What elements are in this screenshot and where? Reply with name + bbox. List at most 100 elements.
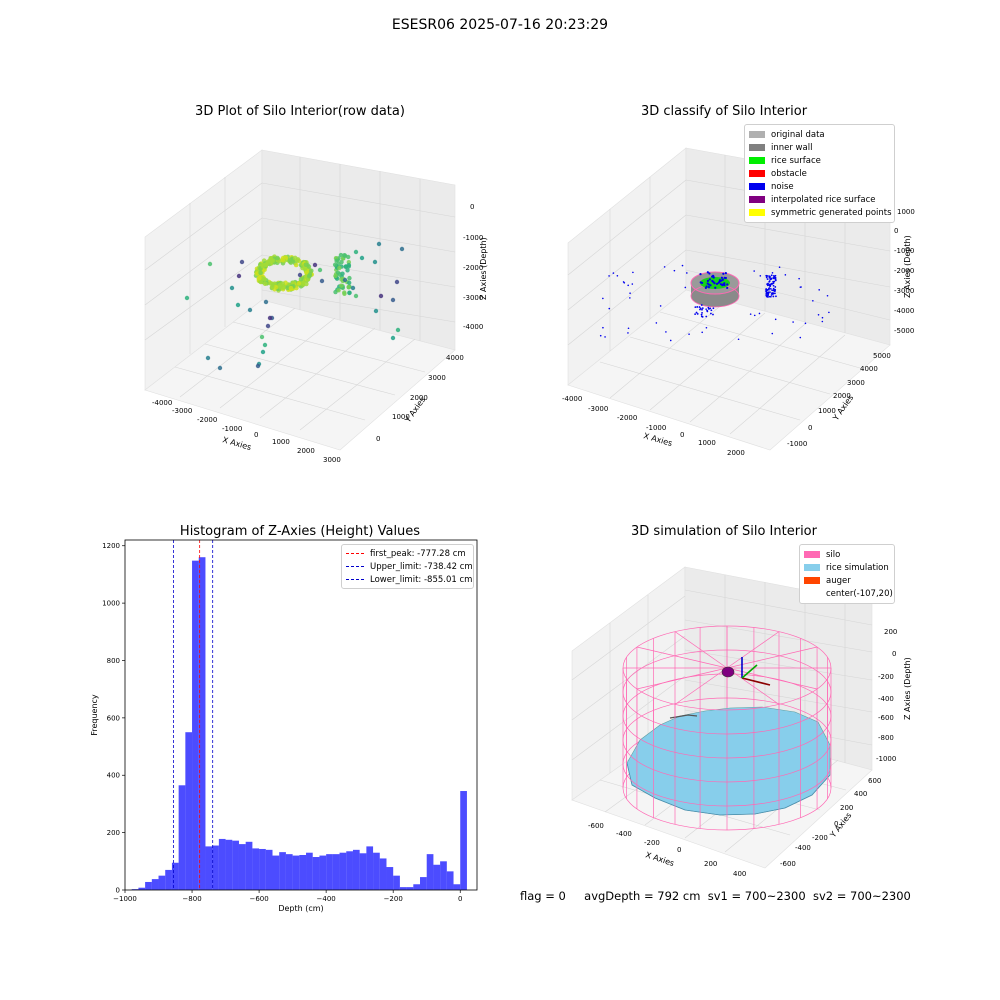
raw-point (259, 334, 265, 340)
noise-point (772, 289, 775, 292)
histogram-bar (158, 875, 166, 890)
noise-point (704, 286, 707, 290)
noise-point (770, 292, 773, 295)
histogram-bar (192, 560, 199, 890)
raw-point (280, 281, 286, 286)
noise-point (765, 276, 768, 279)
noise-point (709, 284, 712, 287)
raw-point (373, 308, 379, 314)
raw-point (292, 255, 298, 261)
noise-point (599, 334, 602, 337)
histogram-bar (171, 862, 179, 890)
noise-point (726, 283, 729, 286)
histogram-x-tick: −600 (249, 895, 268, 903)
raw-point (287, 258, 293, 263)
classify-y-tick: 2000 (833, 392, 851, 400)
classify-z-tick: 1000 (897, 208, 915, 216)
simulation-z-tick: -800 (878, 734, 894, 742)
noise-point (696, 306, 699, 308)
figure-title: ESESR06 2025-07-16 20:23:29 (391, 17, 609, 33)
classify-y-tick: 4000 (860, 365, 878, 373)
raw-points (184, 241, 405, 371)
noise-point (608, 307, 611, 310)
raw-point (347, 290, 352, 296)
histogram-y-ticks: 0 200 400 600 800 1000 1200 (102, 542, 125, 895)
histogram-chart: −1000 −800 −600 −400 −200 0 0 200 400 600 800 1000… (90, 539, 478, 913)
histogram-bar (406, 887, 414, 890)
classify-z-ticks: 1000 0 -1000 -2000 -3000 -4000 -5000 (894, 208, 915, 335)
histogram-bar (232, 840, 239, 890)
histogram-bar (453, 884, 461, 890)
classify-z-tick: -1000 (894, 247, 914, 255)
noise-point (784, 274, 787, 276)
noise-point (695, 311, 698, 314)
simulation-z-tick: -600 (878, 714, 894, 722)
noise-point (712, 307, 715, 310)
raw-y-tick: 4000 (446, 354, 464, 362)
noise-point (688, 333, 690, 335)
noise-point (773, 275, 776, 278)
simulation-z-tick: -400 (878, 695, 894, 703)
noise-point (701, 308, 703, 311)
raw-point (342, 252, 347, 258)
legend-inner-wall: inner wall (749, 141, 890, 154)
noise-point (769, 291, 771, 294)
raw-point (239, 259, 245, 265)
histogram-bar (339, 852, 347, 890)
classify-x-tick: -1000 (646, 424, 666, 432)
raw-z-ticks: 0 -1000 -2000 -3000 -4000 (463, 203, 483, 331)
histogram-bar (306, 852, 313, 890)
noise-point (774, 278, 777, 280)
raw-y-ticks: 0 1000 2000 3000 4000 (376, 354, 464, 443)
noise-point (774, 292, 776, 295)
raw-x-tick: 3000 (323, 456, 341, 464)
noise-point (769, 287, 772, 290)
silo-roof-spoke (674, 667, 728, 705)
raw-point (256, 275, 262, 281)
simulation-3d: -600 -400 -200 0 200 400 X Axies -600 -4… (571, 566, 912, 878)
raw-point (339, 277, 344, 282)
raw-z-tick: -1000 (463, 234, 483, 242)
noise-point (706, 282, 709, 285)
noise-point (799, 336, 802, 339)
noise-point (772, 284, 775, 287)
histogram-bar (440, 861, 447, 890)
noise-point (686, 272, 688, 274)
raw-x-tick: -4000 (152, 399, 172, 407)
raw-point (317, 267, 323, 273)
legend-swatch (749, 170, 765, 177)
histogram-bar (299, 855, 307, 890)
simulation-y-tick: -600 (780, 860, 796, 868)
histogram-frame (124, 539, 478, 891)
histogram-bar (319, 855, 327, 890)
raw-point (319, 278, 325, 284)
raw-point (346, 284, 351, 290)
simulation-z-tick: 200 (884, 628, 897, 636)
classify-plot-title: 3D classify of Silo Interior (640, 104, 808, 119)
noise-point (767, 291, 770, 294)
simulation-y-tick: -200 (812, 834, 828, 842)
histogram-bar (399, 887, 407, 890)
classify-grid (567, 155, 891, 435)
histogram-bar (386, 867, 394, 890)
noise-point (773, 280, 776, 283)
noise-point (694, 306, 697, 309)
legend-swatch (749, 196, 765, 203)
avg-depth-text: avgDepth = 792 cm (584, 889, 701, 903)
noise-point (707, 286, 710, 289)
noise-point (665, 331, 667, 333)
histogram-vlines (173, 540, 214, 890)
raw-z-tick: -2000 (463, 264, 483, 272)
histogram-bar (366, 846, 374, 890)
histogram-bar (393, 875, 400, 890)
histogram-bar (332, 854, 340, 890)
histogram-bar (446, 871, 454, 890)
histogram-y-tick: 1200 (102, 542, 120, 550)
noise-point (701, 311, 703, 314)
raw-z-tick: -3000 (463, 294, 483, 302)
raw-point (303, 262, 309, 267)
histogram-y-tick: 1000 (102, 600, 120, 608)
noise-point (627, 332, 629, 334)
noise-point (821, 320, 824, 323)
raw-point (345, 268, 350, 273)
